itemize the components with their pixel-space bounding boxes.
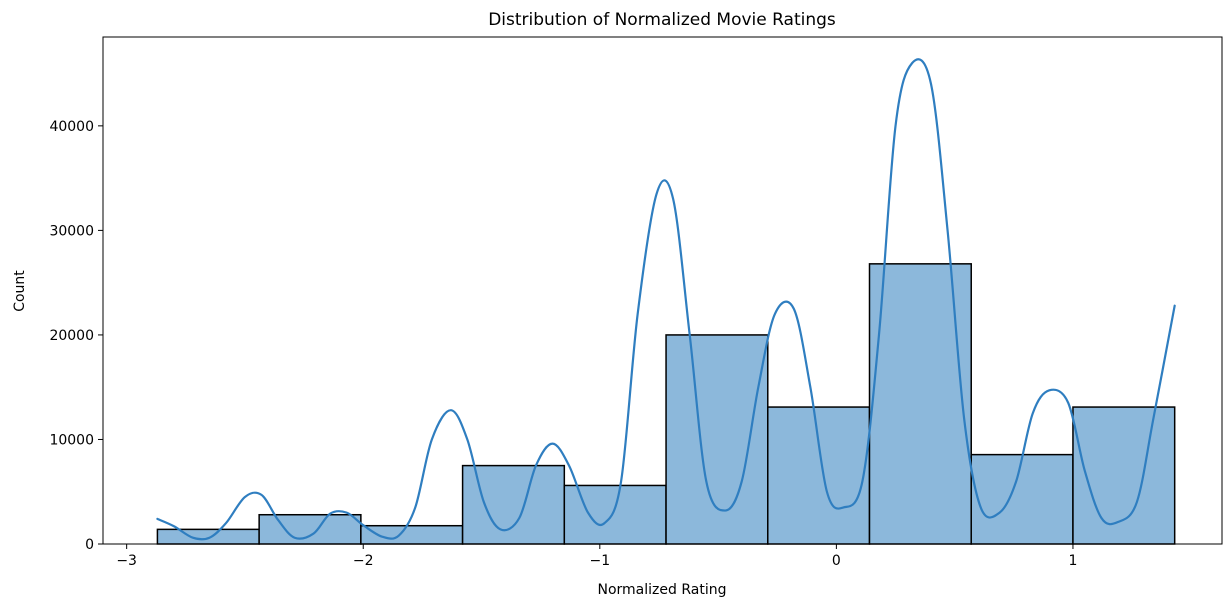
x-axis-label: Normalized Rating <box>598 582 727 598</box>
y-tick-label: 40000 <box>49 119 94 135</box>
histogram-bar-7 <box>868 263 972 545</box>
y-tick-label: 0 <box>85 537 94 553</box>
histogram-bar-0 <box>156 528 260 545</box>
y-tick-label: 10000 <box>49 432 94 448</box>
histogram-bar-3 <box>461 464 566 545</box>
plot-frame <box>102 36 1223 545</box>
histogram-bar-9 <box>1072 406 1176 545</box>
chart-title: Distribution of Normalized Movie Ratings <box>488 10 836 30</box>
y-tick-label: 20000 <box>49 328 94 344</box>
histogram-bar-4 <box>563 484 667 545</box>
y-tick-label: 30000 <box>49 223 94 239</box>
x-tick-label: −2 <box>353 553 374 569</box>
kde-curve-layer <box>156 58 1176 541</box>
histogram-bar-8 <box>970 453 1074 545</box>
x-tick-label: 0 <box>832 553 841 569</box>
histogram-bar-6 <box>767 406 871 545</box>
axes: −3 −2 −1 0 1 0 10000 20000 30000 40000 <box>49 36 1223 569</box>
x-tick-label: 1 <box>1068 553 1077 569</box>
kde-curve <box>156 58 1176 541</box>
x-tick-label: −3 <box>116 553 137 569</box>
histogram-bar-5 <box>665 334 769 545</box>
histogram-bars <box>156 263 1176 545</box>
x-tick-label: −1 <box>589 553 610 569</box>
histogram-bar-1 <box>258 513 362 545</box>
y-axis-label: Count <box>12 270 28 312</box>
